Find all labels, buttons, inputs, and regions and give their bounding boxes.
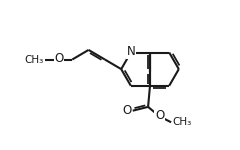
Text: O: O [54,52,63,65]
Text: N: N [126,45,135,58]
Text: CH₃: CH₃ [25,55,44,64]
Text: O: O [155,109,164,122]
Text: O: O [122,104,131,117]
Text: CH₃: CH₃ [173,117,192,127]
